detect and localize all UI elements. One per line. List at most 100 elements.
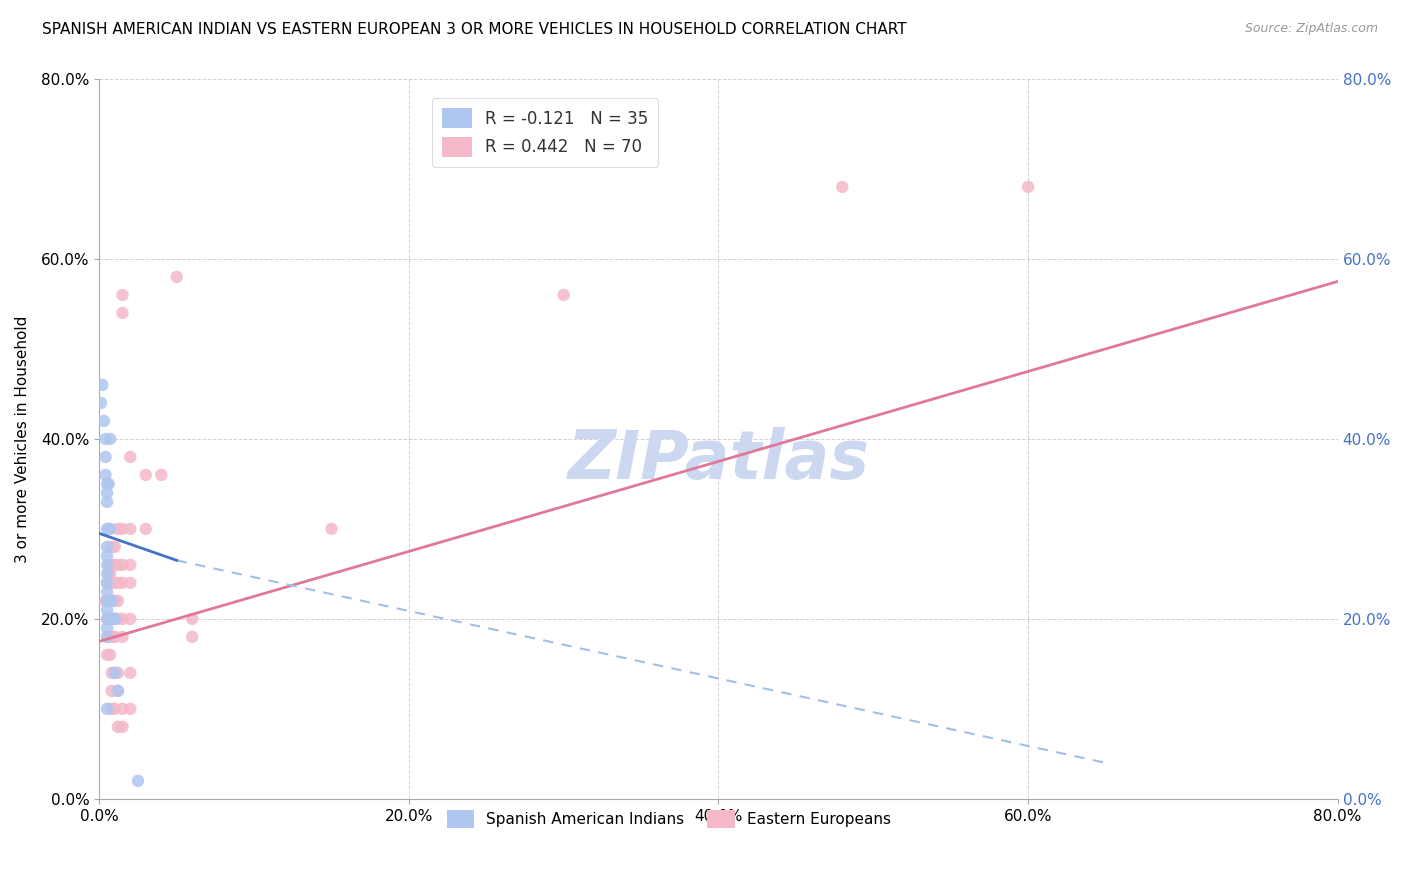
Point <box>103 594 125 608</box>
Point <box>96 621 118 635</box>
Point <box>120 575 142 590</box>
Point <box>103 612 125 626</box>
Point <box>111 702 134 716</box>
Point <box>96 612 118 626</box>
Point <box>100 612 122 626</box>
Point <box>98 522 121 536</box>
Point <box>96 612 118 626</box>
Point <box>94 432 117 446</box>
Point <box>96 495 118 509</box>
Point <box>97 612 120 626</box>
Point <box>100 665 122 680</box>
Point <box>96 549 118 563</box>
Point <box>100 594 122 608</box>
Point <box>96 648 118 662</box>
Point <box>94 450 117 464</box>
Point <box>100 702 122 716</box>
Point <box>98 566 121 581</box>
Point <box>166 269 188 284</box>
Point <box>100 630 122 644</box>
Point <box>831 180 853 194</box>
Text: SPANISH AMERICAN INDIAN VS EASTERN EUROPEAN 3 OR MORE VEHICLES IN HOUSEHOLD CORR: SPANISH AMERICAN INDIAN VS EASTERN EUROP… <box>42 22 907 37</box>
Point <box>98 432 121 446</box>
Point <box>107 683 129 698</box>
Point <box>111 575 134 590</box>
Point <box>91 378 114 392</box>
Point <box>111 630 134 644</box>
Point <box>111 288 134 302</box>
Point <box>96 566 118 581</box>
Point <box>96 476 118 491</box>
Point <box>100 612 122 626</box>
Point <box>100 594 122 608</box>
Point <box>96 594 118 608</box>
Point <box>93 414 115 428</box>
Point <box>111 612 134 626</box>
Point <box>107 612 129 626</box>
Point <box>96 540 118 554</box>
Point <box>100 683 122 698</box>
Point <box>1017 180 1039 194</box>
Point <box>97 476 120 491</box>
Point <box>97 630 120 644</box>
Point <box>98 594 121 608</box>
Point <box>135 467 157 482</box>
Point <box>127 773 149 788</box>
Point <box>94 467 117 482</box>
Point <box>96 702 118 716</box>
Point <box>120 558 142 572</box>
Point <box>96 603 118 617</box>
Point <box>97 566 120 581</box>
Point <box>120 522 142 536</box>
Point <box>104 612 127 626</box>
Point <box>104 702 127 716</box>
Point <box>104 558 127 572</box>
Point <box>104 630 127 644</box>
Point <box>104 612 127 626</box>
Point <box>120 665 142 680</box>
Point <box>104 665 127 680</box>
Point <box>98 630 121 644</box>
Point <box>107 558 129 572</box>
Point <box>120 702 142 716</box>
Point <box>103 612 125 626</box>
Y-axis label: 3 or more Vehicles in Household: 3 or more Vehicles in Household <box>15 315 30 563</box>
Point <box>107 720 129 734</box>
Point <box>111 558 134 572</box>
Point <box>111 306 134 320</box>
Point <box>103 575 125 590</box>
Point <box>100 558 122 572</box>
Point <box>98 648 121 662</box>
Point <box>96 630 118 644</box>
Point <box>120 450 142 464</box>
Legend: Spanish American Indians, Eastern Europeans: Spanish American Indians, Eastern Europe… <box>440 804 897 834</box>
Point <box>96 585 118 599</box>
Text: Source: ZipAtlas.com: Source: ZipAtlas.com <box>1244 22 1378 36</box>
Point <box>107 683 129 698</box>
Point <box>104 540 127 554</box>
Point <box>104 594 127 608</box>
Point <box>104 575 127 590</box>
Point <box>111 720 134 734</box>
Point <box>181 612 204 626</box>
Point <box>97 594 120 608</box>
Point <box>321 522 343 536</box>
Point <box>97 594 120 608</box>
Point <box>98 612 121 626</box>
Point <box>111 522 134 536</box>
Point <box>103 630 125 644</box>
Point <box>90 396 112 410</box>
Point <box>107 522 129 536</box>
Point <box>107 594 129 608</box>
Point <box>104 665 127 680</box>
Point <box>100 540 122 554</box>
Point <box>181 630 204 644</box>
Point <box>96 575 118 590</box>
Point <box>120 612 142 626</box>
Point <box>150 467 173 482</box>
Point <box>107 665 129 680</box>
Point <box>107 575 129 590</box>
Point <box>96 594 118 608</box>
Text: ZIPatlas: ZIPatlas <box>568 427 869 493</box>
Point <box>97 558 120 572</box>
